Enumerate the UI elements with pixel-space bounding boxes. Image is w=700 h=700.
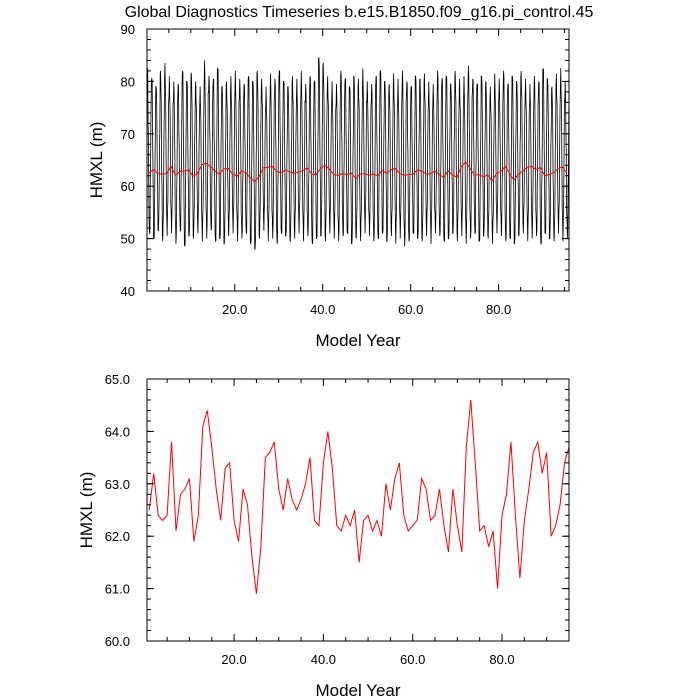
top-x-axis-label: Model Year — [315, 331, 400, 350]
top-axes-group: 20.0 40.0 60.0 80.0 40 50 60 70 80 90 — [121, 22, 569, 317]
bottom-y-tick-label: 65.0 — [105, 372, 130, 387]
top-x-tick-label: 80.0 — [486, 302, 511, 317]
top-chart-title: Global Diagnostics Timeseries b.e15.B185… — [125, 4, 594, 21]
annual-mean-hmxl-line-top — [148, 161, 568, 183]
top-y-tick-label: 40 — [121, 284, 135, 299]
top-y-tick-label: 90 — [121, 22, 135, 37]
bottom-y-tick-label: 61.0 — [105, 582, 130, 597]
top-y-tick-label: 70 — [121, 127, 135, 142]
bottom-y-tick-label: 60.0 — [105, 634, 130, 649]
bottom-plot-frame — [146, 378, 570, 642]
top-x-tick-label: 20.0 — [222, 302, 247, 317]
bottom-x-tick-label: 20.0 — [221, 652, 246, 667]
top-panel: Global Diagnostics Timeseries b.e15.B185… — [87, 4, 593, 350]
bottom-axes-group: 20.0 40.0 60.0 80.0 60.0 61.0 62.0 63.0 64.0 65.0 — [105, 372, 569, 667]
bottom-x-axis-label: Model Year — [315, 681, 400, 700]
top-plot-frame — [146, 28, 570, 292]
top-series-group — [146, 57, 570, 250]
bottom-x-tick-label: 60.0 — [400, 652, 425, 667]
monthly-hmxl-line — [146, 57, 570, 250]
annual-mean-hmxl-line — [148, 399, 570, 594]
bottom-panel: 20.0 40.0 60.0 80.0 60.0 61.0 62.0 63.0 64.0 65.0… — [77, 372, 570, 700]
bottom-y-tick-label: 64.0 — [105, 424, 130, 439]
bottom-x-tick-label: 80.0 — [489, 652, 514, 667]
bottom-series-group — [148, 399, 570, 594]
top-x-tick-label: 40.0 — [310, 302, 335, 317]
bottom-y-tick-label: 62.0 — [105, 529, 130, 544]
top-y-tick-label: 80 — [121, 74, 135, 89]
top-y-tick-label: 60 — [121, 179, 135, 194]
bottom-x-tick-label: 40.0 — [311, 652, 336, 667]
top-y-tick-label: 50 — [121, 232, 135, 247]
bottom-y-tick-label: 63.0 — [105, 477, 130, 492]
top-y-axis-label: HMXL (m) — [87, 122, 106, 199]
bottom-y-axis-label: HMXL (m) — [77, 472, 96, 549]
top-x-tick-label: 60.0 — [398, 302, 423, 317]
